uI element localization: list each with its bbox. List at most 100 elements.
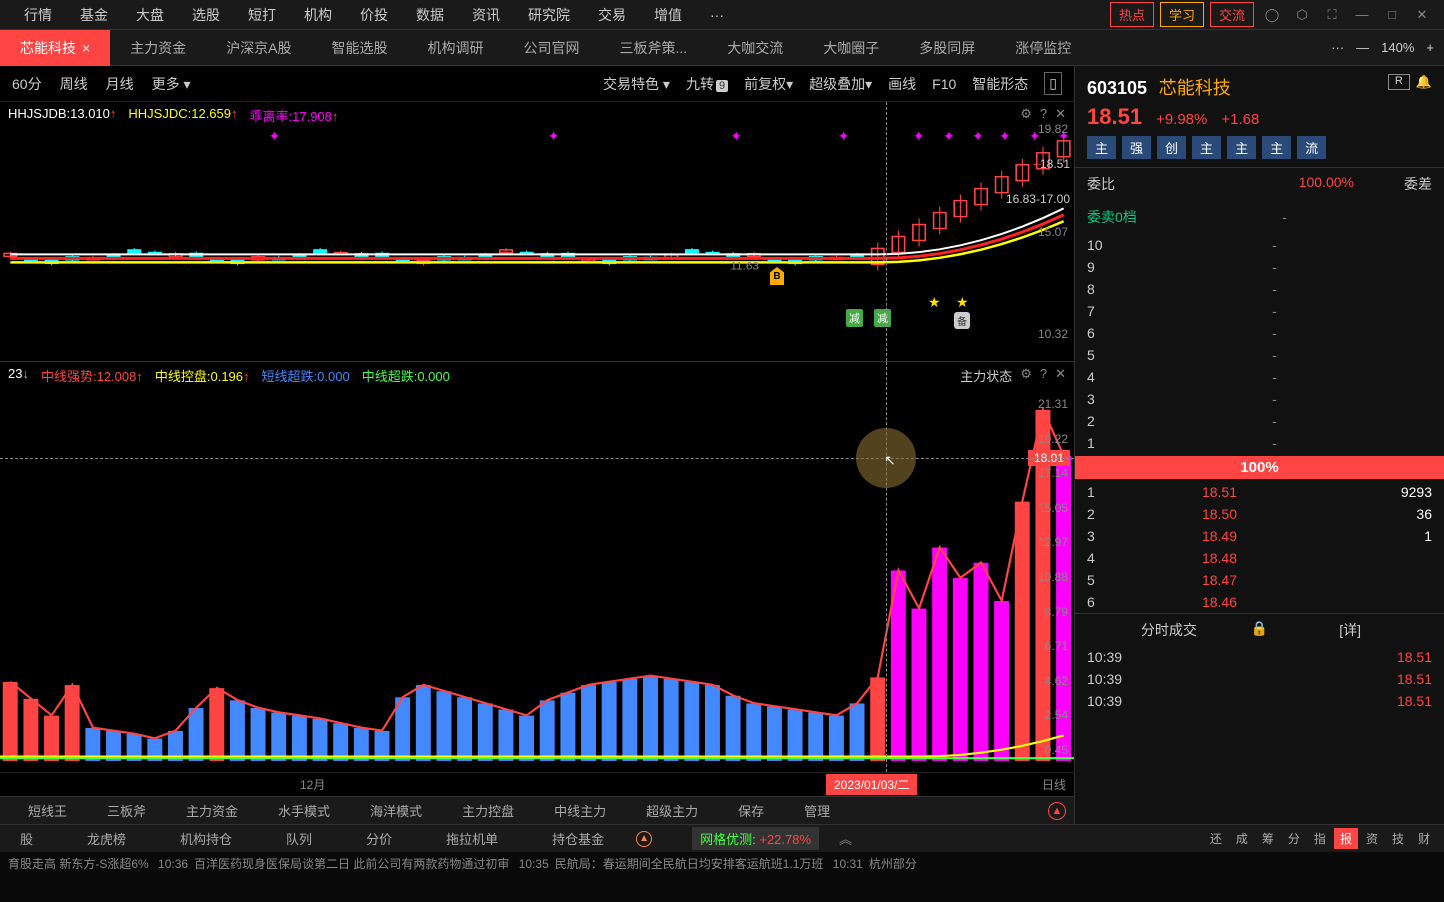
stock-tag-5[interactable]: 主 bbox=[1262, 136, 1291, 159]
status-up-icon[interactable]: ▲ bbox=[636, 831, 652, 847]
mode-2[interactable]: 主力资金 bbox=[166, 801, 258, 820]
lock-icon[interactable]: 🔒 bbox=[1251, 620, 1268, 640]
mode-3[interactable]: 水手模式 bbox=[258, 801, 350, 820]
top-menu-6[interactable]: 价投 bbox=[346, 5, 402, 25]
badge-learn[interactable]: 学习 bbox=[1160, 2, 1204, 27]
status-2[interactable]: 机构持仓 bbox=[168, 829, 244, 848]
period-month[interactable]: 月线 bbox=[106, 74, 134, 94]
mode-7[interactable]: 超级主力 bbox=[626, 801, 718, 820]
status-badge-2[interactable]: 筹 bbox=[1256, 828, 1280, 849]
top-menu-2[interactable]: 大盘 bbox=[122, 5, 178, 25]
top-menu-more[interactable]: ··· bbox=[696, 7, 738, 23]
trade-tick-label[interactable]: 分时成交 bbox=[1087, 620, 1251, 640]
cube-icon[interactable]: ⬡ bbox=[1290, 3, 1314, 27]
f10[interactable]: F10 bbox=[932, 76, 956, 92]
bell-icon[interactable]: 🔔 bbox=[1416, 74, 1432, 90]
mode-9[interactable]: 管理 bbox=[784, 801, 850, 820]
minimize-icon[interactable]: — bbox=[1350, 3, 1374, 27]
tab-4[interactable]: 机构调研 bbox=[408, 30, 504, 66]
mode-0[interactable]: 短线王 bbox=[8, 801, 87, 820]
stock-tag-4[interactable]: 主 bbox=[1227, 136, 1256, 159]
maximize-icon[interactable]: □ bbox=[1380, 3, 1404, 27]
draw-line[interactable]: 画线 bbox=[888, 74, 916, 94]
toggle-panel-icon[interactable]: ▯ bbox=[1044, 72, 1062, 95]
tab-5[interactable]: 公司官网 bbox=[504, 30, 600, 66]
badge-exchange[interactable]: 交流 bbox=[1210, 2, 1254, 27]
smart-pattern[interactable]: 智能形态 bbox=[972, 74, 1028, 94]
top-menu-4[interactable]: 短打 bbox=[234, 5, 290, 25]
tab-min[interactable]: — bbox=[1356, 40, 1369, 55]
status-1[interactable]: 龙虎榜 bbox=[75, 829, 138, 848]
mode-4[interactable]: 海洋模式 bbox=[350, 801, 442, 820]
trade-detail-label[interactable]: [详] bbox=[1268, 620, 1432, 640]
chart-settings-icon[interactable]: ⚙ bbox=[1020, 106, 1032, 122]
super-overlay[interactable]: 超级叠加▾ bbox=[809, 74, 872, 94]
tab-9[interactable]: 多股同屏 bbox=[899, 30, 995, 66]
tab-6[interactable]: 三板斧策... bbox=[600, 30, 708, 66]
top-menu-5[interactable]: 机构 bbox=[290, 5, 346, 25]
status-6[interactable]: 持仓基金 bbox=[540, 829, 616, 848]
status-4[interactable]: 分价 bbox=[354, 829, 404, 848]
indicator-chart[interactable]: 23↓ 中线强势:12.008↑ 中线控盘:0.196↑ 短线超跌:0.000 … bbox=[0, 362, 1074, 772]
tab-10[interactable]: 涨停监控 bbox=[995, 30, 1091, 66]
status-badge-3[interactable]: 分 bbox=[1282, 828, 1306, 849]
top-menu-11[interactable]: 增值 bbox=[640, 5, 696, 25]
period-week[interactable]: 周线 bbox=[60, 74, 88, 94]
cursor-pointer-icon: ↖ bbox=[884, 452, 896, 469]
period-more[interactable]: 更多 ▾ bbox=[152, 74, 191, 94]
status-badge-6[interactable]: 资 bbox=[1360, 828, 1384, 849]
close-icon[interactable]: ✕ bbox=[1410, 3, 1434, 27]
tab-7[interactable]: 大咖交流 bbox=[707, 30, 803, 66]
status-badge-1[interactable]: 成 bbox=[1230, 828, 1254, 849]
status-badge-5[interactable]: 报 bbox=[1334, 828, 1358, 849]
lower-close-icon[interactable]: ✕ bbox=[1055, 366, 1066, 385]
period-60min[interactable]: 60分 bbox=[12, 74, 42, 94]
lower-settings-icon[interactable]: ⚙ bbox=[1020, 366, 1032, 385]
stock-tag-0[interactable]: 主 bbox=[1087, 136, 1116, 159]
chart-help-icon[interactable]: ? bbox=[1040, 106, 1047, 122]
tab-3[interactable]: 智能选股 bbox=[312, 30, 408, 66]
lower-help-icon[interactable]: ? bbox=[1040, 366, 1047, 385]
trade-special[interactable]: 交易特色 ▾ bbox=[603, 74, 670, 94]
top-menu-0[interactable]: 行情 bbox=[10, 5, 66, 25]
status-3[interactable]: 队列 bbox=[274, 829, 324, 848]
top-menu-9[interactable]: 研究院 bbox=[514, 5, 584, 25]
tab-close-icon[interactable]: × bbox=[82, 40, 90, 56]
status-badge-4[interactable]: 指 bbox=[1308, 828, 1332, 849]
expand-icon[interactable]: ⛶ bbox=[1320, 3, 1344, 27]
top-menu-10[interactable]: 交易 bbox=[584, 5, 640, 25]
status-expand-icon[interactable]: ︽ bbox=[839, 829, 852, 848]
tab-1[interactable]: 主力资金 bbox=[110, 30, 206, 66]
top-menu-1[interactable]: 基金 bbox=[66, 5, 122, 25]
status-0[interactable]: 股 bbox=[8, 829, 45, 848]
mode-6[interactable]: 中线主力 bbox=[534, 801, 626, 820]
stock-tag-2[interactable]: 创 bbox=[1157, 136, 1186, 159]
mode-1[interactable]: 三板斧 bbox=[87, 801, 166, 820]
stock-tag-6[interactable]: 流 bbox=[1297, 136, 1326, 159]
mode-8[interactable]: 保存 bbox=[718, 801, 784, 820]
user-icon[interactable]: ◯ bbox=[1260, 3, 1284, 27]
candlestick-chart[interactable]: HHJSJDB:13.010↑ HHJSJDC:12.659↑ 乖离率:17.9… bbox=[0, 102, 1074, 362]
badge-hot[interactable]: 热点 bbox=[1110, 2, 1154, 27]
tab-more[interactable]: ··· bbox=[1331, 40, 1344, 55]
nine-turn[interactable]: 九转9 bbox=[686, 74, 728, 94]
top-menu-3[interactable]: 选股 bbox=[178, 5, 234, 25]
top-menu-7[interactable]: 数据 bbox=[402, 5, 458, 25]
lower-chart-label: 主力状态 bbox=[960, 366, 1012, 385]
mode-up-icon[interactable]: ▲ bbox=[1048, 802, 1066, 820]
zoom-in[interactable]: + bbox=[1426, 40, 1434, 55]
tab-8[interactable]: 大咖圈子 bbox=[803, 30, 899, 66]
pre-restore[interactable]: 前复权▾ bbox=[744, 74, 793, 94]
tab-0[interactable]: 芯能科技× bbox=[0, 30, 110, 66]
status-5[interactable]: 拖拉机单 bbox=[434, 829, 510, 848]
mode-5[interactable]: 主力控盘 bbox=[442, 801, 534, 820]
tab-2[interactable]: 沪深京A股 bbox=[206, 30, 311, 66]
chart-close-icon[interactable]: ✕ bbox=[1055, 106, 1066, 122]
top-menu-8[interactable]: 资讯 bbox=[458, 5, 514, 25]
stock-tag-1[interactable]: 强 bbox=[1122, 136, 1151, 159]
status-badge-8[interactable]: 财 bbox=[1412, 828, 1436, 849]
status-badge-0[interactable]: 还 bbox=[1204, 828, 1228, 849]
status-badge-7[interactable]: 技 bbox=[1386, 828, 1410, 849]
stock-name: 芯能科技 bbox=[1159, 78, 1231, 98]
stock-tag-3[interactable]: 主 bbox=[1192, 136, 1221, 159]
